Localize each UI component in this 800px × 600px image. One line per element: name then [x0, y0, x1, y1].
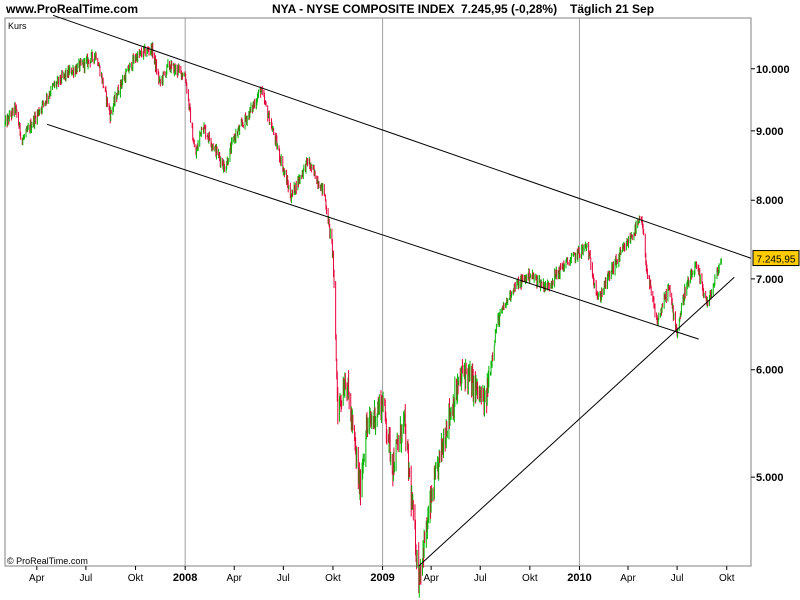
y-tick-label: 8.000 — [756, 195, 784, 207]
candles — [4, 41, 722, 598]
y-tick-label: 6.000 — [756, 365, 784, 377]
period-label: Täglich 21 Sep — [570, 2, 655, 16]
x-axis: Apr Jul Okt 2008 Apr Jul Okt 2009 Apr Jul Okt 2010 A… — [29, 566, 735, 584]
panel-label: Kurs — [8, 21, 27, 31]
y-tick-label: 10.000 — [756, 64, 790, 76]
x-tick-label: Jul — [474, 573, 487, 584]
trendline — [52, 14, 752, 259]
x-tick-label: 2009 — [370, 572, 394, 584]
x-tick-label: Okt — [325, 573, 341, 584]
chart-header: www.ProRealTime.com NYA - NYSE COMPOSITE… — [0, 0, 800, 18]
y-tick-label: 9.000 — [756, 126, 784, 138]
x-tick-label: 2008 — [173, 572, 197, 584]
trendline — [46, 123, 699, 340]
y-axis: 10.000 9.000 8.000 7.000 6.000 5.000 — [751, 64, 790, 484]
x-tick-label: Jul — [80, 573, 93, 584]
plot-area — [4, 17, 752, 567]
copyright: © ProRealTime.com — [7, 556, 88, 566]
site-url[interactable]: www.ProRealTime.com — [6, 2, 139, 16]
chart-title: NYA - NYSE COMPOSITE INDEX — [272, 2, 455, 16]
trendline — [418, 276, 735, 567]
x-tick-label: Okt — [128, 573, 144, 584]
price-tag-text: 7.245,95 — [757, 255, 796, 266]
x-tick-label: Apr — [226, 573, 242, 584]
x-tick-label: Okt — [719, 573, 735, 584]
x-tick-label: Apr — [423, 573, 439, 584]
x-tick-label: 2010 — [567, 572, 591, 584]
x-tick-label: Jul — [671, 573, 684, 584]
x-tick-label: Okt — [522, 573, 538, 584]
trendlines — [46, 14, 752, 567]
y-tick-label: 5.000 — [756, 472, 784, 484]
x-tick-label: Jul — [277, 573, 290, 584]
grid-lines — [184, 18, 580, 566]
price-tag-box — [752, 250, 800, 267]
price-tag: 7.245,95 — [752, 250, 800, 267]
y-tick-label: 7.000 — [756, 274, 784, 286]
last-value: 7.245,95 (-0,28%) — [461, 2, 558, 16]
x-tick-label: Apr — [29, 573, 45, 584]
x-tick-label: Apr — [620, 573, 636, 584]
